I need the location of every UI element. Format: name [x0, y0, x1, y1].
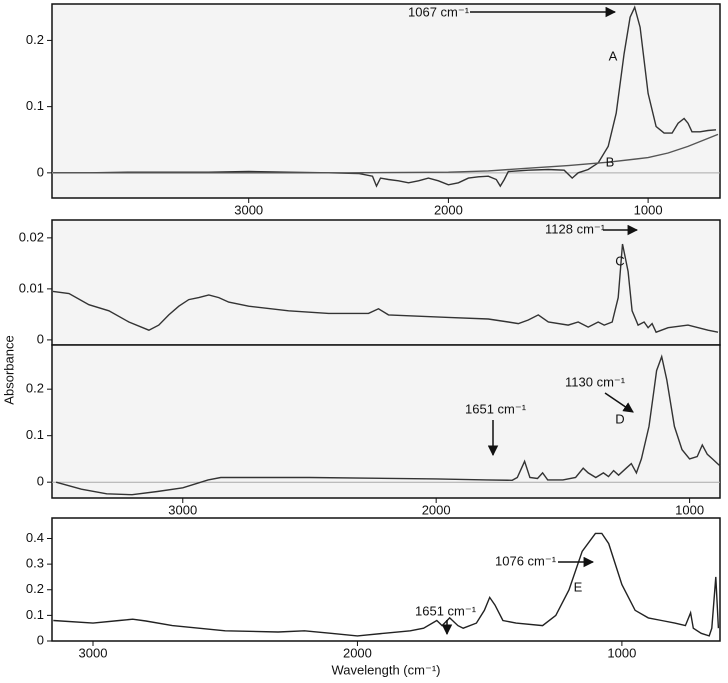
y-tick-label: 0.2: [26, 381, 44, 396]
spectrum-line: [55, 354, 721, 496]
annotation: 1651 cm⁻¹: [415, 603, 477, 618]
annotation: 1651 cm⁻¹: [465, 401, 527, 416]
x-tick-label: 2000: [434, 202, 463, 217]
x-axis-label: Wavelength (cm⁻¹): [332, 662, 441, 677]
plot-area: [51, 517, 721, 642]
series-label: A: [609, 48, 618, 63]
annotation: 1076 cm⁻¹: [495, 553, 557, 568]
y-tick-label: 0.2: [26, 32, 44, 47]
series-label: D: [615, 411, 624, 426]
annotation: 1128 cm⁻¹: [545, 221, 606, 236]
y-tick-label: 0.4: [26, 530, 44, 545]
y-tick-label: 0: [37, 632, 44, 647]
y-tick-label: 0.1: [26, 427, 44, 442]
x-tick-label: 2000: [343, 645, 372, 660]
x-tick-label: 3000: [234, 202, 263, 217]
y-axis-label: Absorbance: [1, 335, 16, 404]
series-label: E: [574, 579, 583, 594]
annotation: 1130 cm⁻¹: [565, 374, 626, 389]
spectrum-line: [53, 532, 720, 637]
y-tick-label: 0.3: [26, 556, 44, 571]
x-tick-label: 3000: [79, 645, 108, 660]
y-tick-label: 0.2: [26, 581, 44, 596]
y-tick-label: 0: [37, 474, 44, 489]
plot-area: [51, 219, 721, 346]
y-tick-label: 0.02: [19, 229, 44, 244]
x-tick-label: 1000: [675, 502, 704, 517]
y-tick-label: 0.1: [26, 98, 44, 113]
y-tick-label: 0.01: [19, 280, 44, 295]
x-tick-label: 1000: [634, 202, 663, 217]
spectrum-line: [53, 133, 719, 174]
y-tick-label: 0: [37, 164, 44, 179]
spectrum-line: [52, 243, 719, 334]
annotation: 1067 cm⁻¹: [408, 4, 470, 19]
plot-area: [51, 3, 721, 199]
x-tick-label: 1000: [607, 645, 636, 660]
plot-area: [51, 344, 721, 499]
spectrum-line: [53, 5, 717, 188]
series-label: C: [615, 253, 624, 268]
series-label: B: [606, 154, 615, 169]
y-tick-label: 0: [37, 331, 44, 346]
x-tick-label: 3000: [168, 502, 197, 517]
x-tick-label: 2000: [422, 502, 451, 517]
annotation-arrow: [604, 392, 634, 413]
y-tick-label: 0.1: [26, 607, 44, 622]
